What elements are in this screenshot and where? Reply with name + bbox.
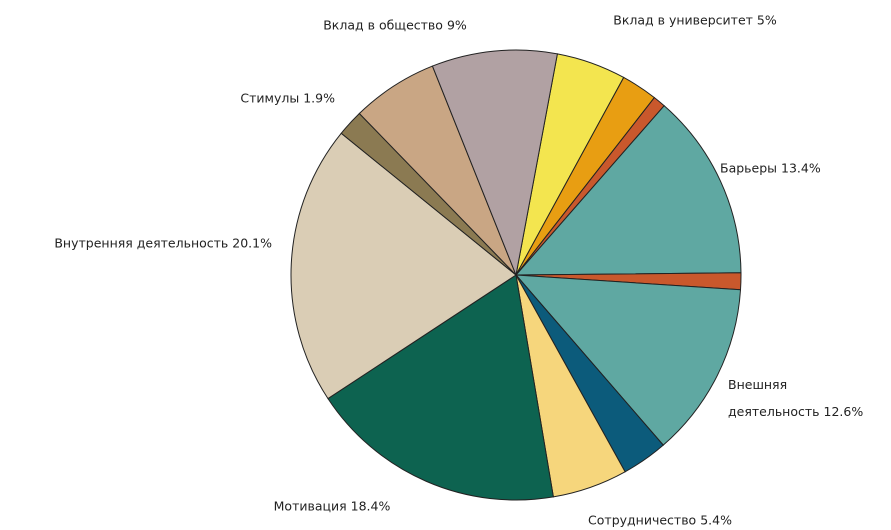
category-label: Вклад в университет [613, 12, 753, 28]
category-label: Внешняя деятельность [728, 377, 820, 419]
slice-label: Внешняя деятельность 12.6% [728, 371, 878, 425]
slice-label: Сотрудничество 5.4% [588, 507, 732, 530]
value-label: 1.9% [303, 90, 335, 106]
pie-slice [514, 105, 742, 276]
pie-slice [514, 274, 742, 446]
category-label: Внутренняя деятельность [54, 235, 229, 251]
slice-label: Внутренняя деятельность 20.1% [54, 230, 272, 257]
value-label: 18.4% [350, 498, 391, 514]
value-label: 5.4% [700, 512, 732, 528]
pie-slice [290, 132, 517, 400]
value-label: 5% [756, 12, 777, 28]
value-label: 9% [446, 17, 467, 33]
category-label: Мотивация [273, 498, 347, 514]
slice-label: Вклад в университет 5% [613, 7, 777, 34]
category-label: Вклад в общество [323, 17, 443, 33]
value-label: 13.4% [781, 160, 821, 176]
slice-label: Вклад в общество 9% [323, 12, 467, 39]
slice-label: Стимулы 1.9% [240, 85, 335, 112]
category-label: Барьеры [720, 160, 778, 176]
slice-label: Мотивация 18.4% [274, 493, 391, 520]
slice-label: Барьеры 13.4% [720, 155, 821, 182]
value-label: 20.1% [232, 235, 272, 251]
pie-slice [431, 49, 558, 277]
category-label: Стимулы [240, 90, 300, 106]
category-label: Сотрудничество [588, 512, 697, 528]
value-label: 12.6% [823, 404, 864, 419]
pie-slice [327, 274, 554, 501]
